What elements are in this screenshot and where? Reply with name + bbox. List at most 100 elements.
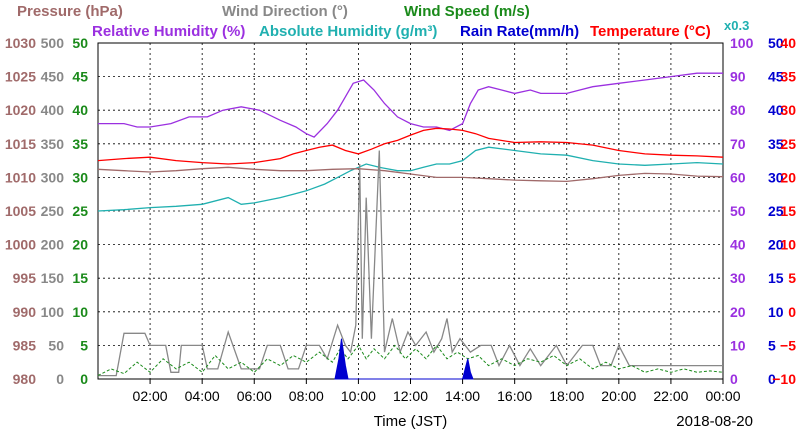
series-wind-direction: [98, 150, 723, 377]
tick-label-temp: 40: [780, 35, 796, 51]
series-wind-speed-m-s: [97, 344, 724, 377]
tick-label-rain: 5: [768, 337, 776, 353]
legend-entry: Wind Speed (m/s): [404, 3, 530, 20]
tick-label-temp: 30: [780, 102, 796, 118]
legend-entry: Pressure (hPa): [17, 3, 123, 20]
tick-label-temp: 20: [780, 169, 796, 185]
tick-label-wind_dir: 200: [41, 237, 65, 253]
tick-label-wind_speed: 40: [72, 102, 88, 118]
tick-label-wind_dir: 400: [41, 102, 65, 118]
tick-label-rain: 0: [768, 371, 776, 387]
tick-label-temp: −5: [780, 337, 796, 353]
tick-label-wind_dir: 350: [41, 136, 65, 152]
tick-label-wind_speed: 35: [72, 136, 88, 152]
series-rain-rate-mm-h: [334, 338, 474, 380]
legend-entry: Relative Humidity (%): [92, 23, 245, 40]
tick-label-wind_dir: 500: [41, 35, 65, 51]
abs-humidity-scale-note: x0.3: [724, 18, 749, 33]
x-axis: 02:00 04:00 06:00 08:00 10:00 12:00 14:00 16:00…: [133, 379, 753, 430]
tick-label-wind_dir: 300: [41, 169, 65, 185]
tick-label-rel_hum: 30: [730, 270, 746, 286]
x-tick-label: 00:00: [705, 388, 740, 404]
left-axes: 1030102510201015101010051000995990985980…: [5, 35, 88, 387]
plot-area: [97, 72, 724, 380]
tick-label-rain: 15: [768, 270, 784, 286]
tick-label-rain: 35: [768, 136, 784, 152]
tick-label-rel_hum: 70: [730, 136, 746, 152]
x-tick-label: 16:00: [497, 388, 532, 404]
x-tick-label: 22:00: [653, 388, 688, 404]
tick-label-wind_speed: 20: [72, 237, 88, 253]
x-tick-label: 02:00: [133, 388, 168, 404]
tick-label-pressure: 1010: [5, 169, 36, 185]
legend-entry: Rain Rate(mm/h): [460, 23, 579, 40]
x-tick-label: 14:00: [445, 388, 480, 404]
tick-label-rain: 10: [768, 304, 784, 320]
tick-label-temp: 10: [780, 237, 796, 253]
tick-label-wind_speed: 30: [72, 169, 88, 185]
tick-label-wind_dir: 0: [56, 371, 64, 387]
tick-label-rain: 50: [768, 35, 784, 51]
series-relative-humidity: [98, 72, 723, 138]
x-tick-label: 18:00: [549, 388, 584, 404]
tick-label-pressure: 1000: [5, 237, 36, 253]
tick-label-rel_hum: 20: [730, 304, 746, 320]
tick-label-pressure: 1005: [5, 203, 36, 219]
tick-label-wind_dir: 100: [41, 304, 65, 320]
legend: Pressure (hPa) Wind Direction (°) Wind Spe…: [17, 3, 749, 40]
tick-label-rain: 25: [768, 203, 784, 219]
tick-label-pressure: 1020: [5, 102, 36, 118]
legend-entry: Temperature (°C): [590, 23, 711, 40]
tick-label-pressure: 995: [13, 270, 37, 286]
x-axis-label: Time (JST): [374, 413, 448, 430]
tick-label-wind_speed: 5: [80, 337, 88, 353]
tick-label-temp: 25: [780, 136, 796, 152]
tick-label-rel_hum: 0: [730, 371, 738, 387]
legend-entry: Absolute Humidity (g/m³): [259, 23, 437, 40]
tick-label-rain: 40: [768, 102, 784, 118]
x-tick-label: 20:00: [601, 388, 636, 404]
tick-label-rel_hum: 10: [730, 337, 746, 353]
tick-label-rel_hum: 50: [730, 203, 746, 219]
tick-label-temp: 15: [780, 203, 796, 219]
tick-label-rel_hum: 60: [730, 169, 746, 185]
tick-label-temp: 35: [780, 69, 796, 85]
tick-label-wind_speed: 50: [72, 35, 88, 51]
tick-label-wind_speed: 0: [80, 371, 88, 387]
tick-label-rain: 30: [768, 169, 784, 185]
tick-label-wind_dir: 50: [48, 337, 64, 353]
tick-label-wind_speed: 45: [72, 69, 88, 85]
x-tick-label: 10:00: [341, 388, 376, 404]
tick-label-pressure: 990: [13, 304, 37, 320]
tick-label-pressure: 985: [13, 337, 37, 353]
tick-label-wind_dir: 250: [41, 203, 65, 219]
x-tick-label: 04:00: [185, 388, 220, 404]
tick-label-rel_hum: 90: [730, 69, 746, 85]
tick-label-wind_speed: 25: [72, 203, 88, 219]
date-label: 2018-08-20: [676, 413, 753, 430]
tick-label-temp: 0: [788, 304, 796, 320]
tick-label-wind_speed: 15: [72, 270, 88, 286]
tick-label-wind_dir: 450: [41, 69, 65, 85]
x-tick-label: 06:00: [237, 388, 272, 404]
tick-label-pressure: 1030: [5, 35, 36, 51]
x-tick-label: 08:00: [289, 388, 324, 404]
tick-label-pressure: 980: [13, 371, 37, 387]
tick-label-temp: −10: [772, 371, 796, 387]
tick-label-rel_hum: 40: [730, 237, 746, 253]
legend-entry: Wind Direction (°): [222, 3, 348, 20]
tick-label-rel_hum: 80: [730, 102, 746, 118]
grid: [97, 42, 724, 380]
series-absolute-humidity-g-m: [97, 146, 724, 212]
tick-label-pressure: 1015: [5, 136, 36, 152]
series-pressure-hpa: [97, 166, 724, 183]
tick-label-rain: 20: [768, 237, 784, 253]
tick-label-rel_hum: 100: [730, 35, 754, 51]
tick-label-pressure: 1025: [5, 69, 36, 85]
tick-label-wind_dir: 150: [41, 270, 65, 286]
x-tick-label: 12:00: [393, 388, 428, 404]
series-temperature-c: [97, 127, 724, 165]
tick-label-temp: 5: [788, 270, 796, 286]
right-axes: 1009080706050403020100504540353025201510…: [730, 35, 796, 387]
